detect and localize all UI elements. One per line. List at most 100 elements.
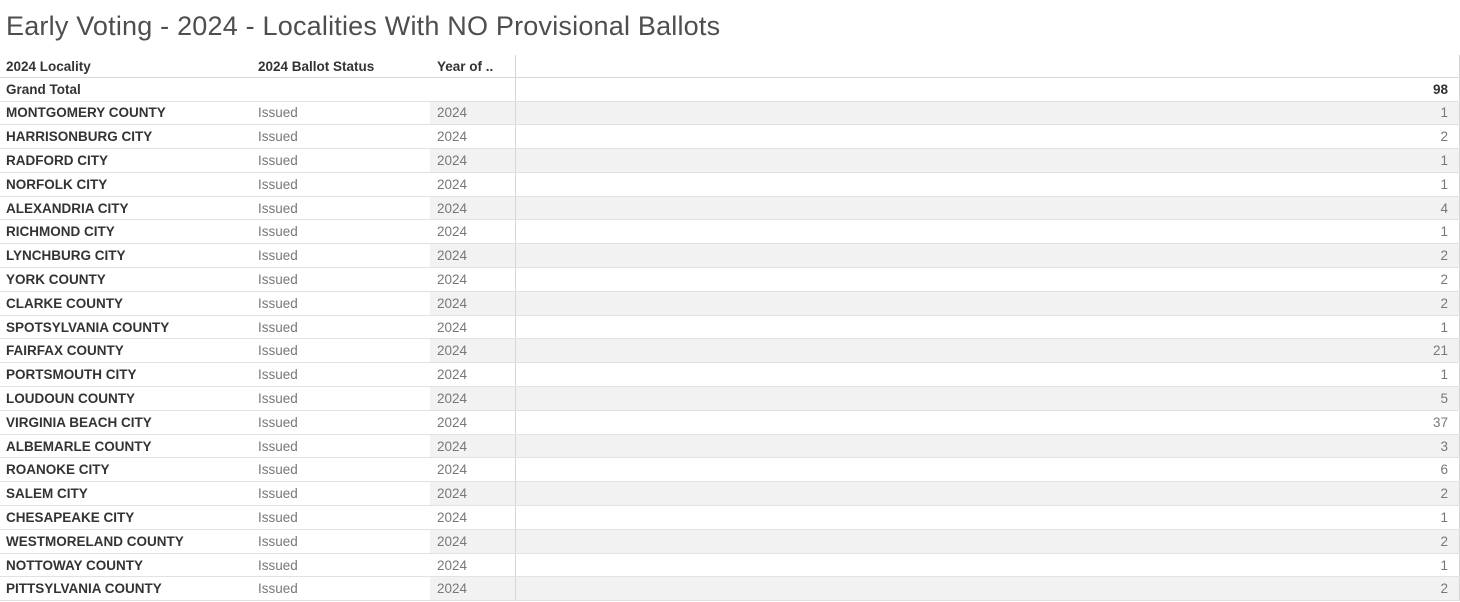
count-cell[interactable]: 21: [516, 339, 1460, 363]
count-cell[interactable]: 37: [516, 410, 1460, 434]
year-cell[interactable]: 2024: [430, 291, 516, 315]
ballot-status-cell[interactable]: Issued: [258, 271, 298, 287]
locality-cell[interactable]: RICHMOND CITY: [6, 224, 115, 240]
table-row[interactable]: ALBEMARLE COUNTY Issued 2024 3: [0, 434, 1460, 459]
ballot-status-cell[interactable]: Issued: [258, 486, 298, 502]
count-cell[interactable]: 2: [516, 482, 1460, 506]
year-cell[interactable]: 2024: [430, 220, 516, 244]
locality-cell[interactable]: CLARKE COUNTY: [6, 295, 123, 311]
locality-cell[interactable]: LOUDOUN COUNTY: [6, 390, 135, 406]
column-header-year[interactable]: Year of ..: [430, 55, 516, 77]
ballot-status-cell[interactable]: Issued: [258, 295, 298, 311]
locality-cell[interactable]: NORFOLK CITY: [6, 176, 108, 192]
ballot-status-cell[interactable]: Issued: [258, 343, 298, 359]
count-cell[interactable]: 2: [516, 577, 1460, 601]
table-row[interactable]: CLARKE COUNTY Issued 2024 2: [0, 291, 1460, 316]
table-row[interactable]: FAIRFAX COUNTY Issued 2024 21: [0, 339, 1460, 364]
year-cell[interactable]: 2024: [430, 529, 516, 553]
year-cell[interactable]: 2024: [430, 101, 516, 125]
column-header-locality[interactable]: 2024 Locality: [6, 58, 91, 74]
year-cell[interactable]: 2024: [430, 434, 516, 458]
locality-cell[interactable]: ALBEMARLE COUNTY: [6, 438, 152, 454]
count-cell[interactable]: 1: [516, 553, 1460, 577]
count-cell[interactable]: 2: [516, 125, 1460, 149]
locality-cell[interactable]: RADFORD CITY: [6, 152, 108, 168]
locality-cell[interactable]: YORK COUNTY: [6, 271, 106, 287]
ballot-status-cell[interactable]: Issued: [258, 105, 298, 121]
count-cell[interactable]: 1: [516, 172, 1460, 196]
table-row[interactable]: NORFOLK CITY Issued 2024 1: [0, 172, 1460, 197]
year-cell[interactable]: 2024: [430, 339, 516, 363]
year-cell[interactable]: 2024: [430, 553, 516, 577]
ballot-status-cell[interactable]: Issued: [258, 414, 298, 430]
year-cell[interactable]: 2024: [430, 268, 516, 291]
year-cell[interactable]: 2024: [430, 244, 516, 268]
count-cell[interactable]: 2: [516, 291, 1460, 315]
ballot-status-cell[interactable]: Issued: [258, 581, 298, 597]
ballot-status-cell[interactable]: Issued: [258, 176, 298, 192]
count-cell[interactable]: 5: [516, 387, 1460, 410]
grand-total-row[interactable]: Grand Total 98: [0, 78, 1460, 102]
year-cell[interactable]: 2024: [430, 125, 516, 149]
year-cell[interactable]: 2024: [430, 482, 516, 506]
table-row[interactable]: SALEM CITY Issued 2024 2: [0, 482, 1460, 507]
ballot-status-cell[interactable]: Issued: [258, 152, 298, 168]
count-cell[interactable]: 2: [516, 268, 1460, 291]
count-cell[interactable]: 2: [516, 244, 1460, 268]
year-cell[interactable]: 2024: [430, 196, 516, 220]
ballot-status-cell[interactable]: Issued: [258, 319, 298, 335]
ballot-status-cell[interactable]: Issued: [258, 533, 298, 549]
year-cell[interactable]: 2024: [430, 458, 516, 482]
locality-cell[interactable]: FAIRFAX COUNTY: [6, 343, 124, 359]
table-row[interactable]: LYNCHBURG CITY Issued 2024 2: [0, 244, 1460, 269]
year-cell[interactable]: 2024: [430, 410, 516, 434]
locality-cell[interactable]: SALEM CITY: [6, 486, 88, 502]
table-row[interactable]: NOTTOWAY COUNTY Issued 2024 1: [0, 553, 1460, 578]
locality-cell[interactable]: ROANOKE CITY: [6, 462, 110, 478]
ballot-status-cell[interactable]: Issued: [258, 438, 298, 454]
count-cell[interactable]: 1: [516, 220, 1460, 244]
locality-cell[interactable]: WESTMORELAND COUNTY: [6, 533, 184, 549]
ballot-status-cell[interactable]: Issued: [258, 248, 298, 264]
table-row[interactable]: YORK COUNTY Issued 2024 2: [0, 268, 1460, 292]
year-cell[interactable]: 2024: [430, 315, 516, 339]
table-row[interactable]: WESTMORELAND COUNTY Issued 2024 2: [0, 529, 1460, 554]
locality-cell[interactable]: NOTTOWAY COUNTY: [6, 557, 144, 573]
locality-cell[interactable]: VIRGINIA BEACH CITY: [6, 414, 152, 430]
year-cell[interactable]: 2024: [430, 387, 516, 410]
ballot-status-cell[interactable]: Issued: [258, 557, 298, 573]
count-cell[interactable]: 3: [516, 434, 1460, 458]
locality-cell[interactable]: MONTGOMERY COUNTY: [6, 105, 166, 121]
locality-cell[interactable]: ALEXANDRIA CITY: [6, 200, 129, 216]
count-cell[interactable]: 1: [516, 149, 1460, 172]
table-row[interactable]: LOUDOUN COUNTY Issued 2024 5: [0, 387, 1460, 411]
count-cell[interactable]: 1: [516, 506, 1460, 529]
table-row[interactable]: ALEXANDRIA CITY Issued 2024 4: [0, 196, 1460, 221]
ballot-status-cell[interactable]: Issued: [258, 200, 298, 216]
count-cell[interactable]: 1: [516, 101, 1460, 125]
locality-cell[interactable]: CHESAPEAKE CITY: [6, 509, 135, 525]
ballot-status-cell[interactable]: Issued: [258, 367, 298, 383]
column-header-ballot-status[interactable]: 2024 Ballot Status: [258, 58, 375, 74]
ballot-status-cell[interactable]: Issued: [258, 509, 298, 525]
count-cell[interactable]: 1: [516, 315, 1460, 339]
year-cell[interactable]: 2024: [430, 172, 516, 196]
locality-cell[interactable]: PORTSMOUTH CITY: [6, 367, 137, 383]
count-cell[interactable]: 4: [516, 196, 1460, 220]
table-row[interactable]: VIRGINIA BEACH CITY Issued 2024 37: [0, 410, 1460, 435]
year-cell[interactable]: 2024: [430, 149, 516, 172]
locality-cell[interactable]: PITTSYLVANIA COUNTY: [6, 581, 162, 597]
table-row[interactable]: HARRISONBURG CITY Issued 2024 2: [0, 125, 1460, 150]
locality-cell[interactable]: LYNCHBURG CITY: [6, 248, 126, 264]
count-cell[interactable]: 6: [516, 458, 1460, 482]
table-row[interactable]: MONTGOMERY COUNTY Issued 2024 1: [0, 101, 1460, 126]
table-row[interactable]: ROANOKE CITY Issued 2024 6: [0, 458, 1460, 483]
year-cell[interactable]: 2024: [430, 506, 516, 529]
ballot-status-cell[interactable]: Issued: [258, 224, 298, 240]
locality-cell[interactable]: HARRISONBURG CITY: [6, 129, 153, 145]
year-cell[interactable]: 2024: [430, 577, 516, 601]
count-cell[interactable]: 1: [516, 363, 1460, 387]
ballot-status-cell[interactable]: Issued: [258, 129, 298, 145]
count-cell[interactable]: 2: [516, 529, 1460, 553]
table-row[interactable]: RICHMOND CITY Issued 2024 1: [0, 220, 1460, 245]
